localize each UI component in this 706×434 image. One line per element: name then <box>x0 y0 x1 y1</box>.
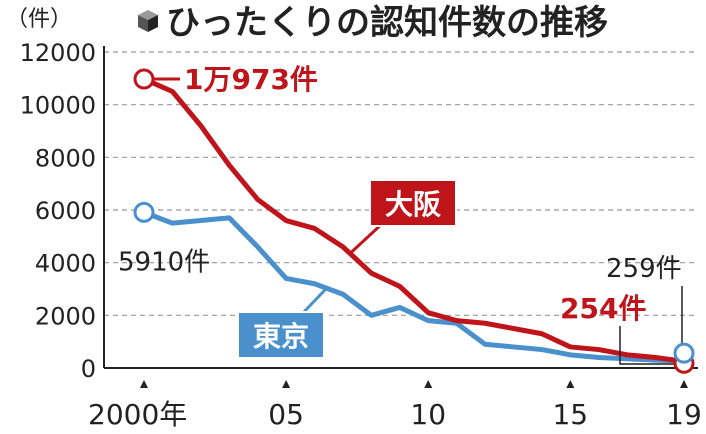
cube-icon <box>138 10 158 32</box>
tokyo-start-marker <box>133 201 155 223</box>
y-tick-labels: 0 2000 4000 6000 8000 10000 12000 <box>20 39 96 383</box>
x-tick-label: 15 <box>552 398 588 431</box>
x-tick-marker <box>566 380 575 388</box>
osaka-start-marker <box>133 68 155 90</box>
x-tick-label: 19 <box>666 398 702 431</box>
x-tick-marker <box>282 380 291 388</box>
y-tick-label: 6000 <box>35 197 96 225</box>
y-tick-label: 0 <box>81 355 96 383</box>
annotations: 1万973件 5910件 254件 259件 大阪 東京 <box>118 63 683 365</box>
x-tick-label: 2000年 <box>88 398 187 431</box>
osaka-end-leader-line <box>619 326 676 365</box>
y-tick-label: 2000 <box>35 302 96 330</box>
x-tick-marker <box>680 380 688 388</box>
x-axis: 2000年 05 10 15 19 <box>88 367 702 431</box>
tokyo-end-marker <box>673 342 695 364</box>
osaka-series-tag <box>369 179 457 227</box>
y-tick-label: 4000 <box>35 250 96 278</box>
osaka-series-label: 大阪 <box>385 188 441 221</box>
x-tick-marker <box>424 380 433 388</box>
endpoint-markers <box>133 68 695 374</box>
x-tick-label: 05 <box>268 398 304 431</box>
tokyo-series-line <box>141 209 687 364</box>
tokyo-end-label: 259件 <box>606 254 682 284</box>
tokyo-series-tag <box>237 311 325 359</box>
x-tick-marker <box>140 380 148 388</box>
tokyo-series-label: 東京 <box>253 320 309 353</box>
series-lines <box>141 76 687 364</box>
osaka-end-label: 254件 <box>560 292 646 325</box>
chart-title: ひったくりの認知件数の推移 <box>166 3 608 43</box>
y-tick-label: 10000 <box>20 92 96 120</box>
y-tick-label: 8000 <box>35 144 96 172</box>
title-group: ひったくりの認知件数の推移 <box>138 3 608 43</box>
x-tick-label: 10 <box>410 398 446 431</box>
osaka-start-label: 1万973件 <box>184 63 318 96</box>
y-axis-unit-label: （件） <box>6 7 72 32</box>
tokyo-start-label: 5910件 <box>118 247 210 277</box>
osaka-series-line <box>141 76 687 364</box>
y-tick-label: 12000 <box>20 39 96 67</box>
osaka-tag-leader-line <box>350 220 386 254</box>
grid-lines <box>103 46 698 368</box>
